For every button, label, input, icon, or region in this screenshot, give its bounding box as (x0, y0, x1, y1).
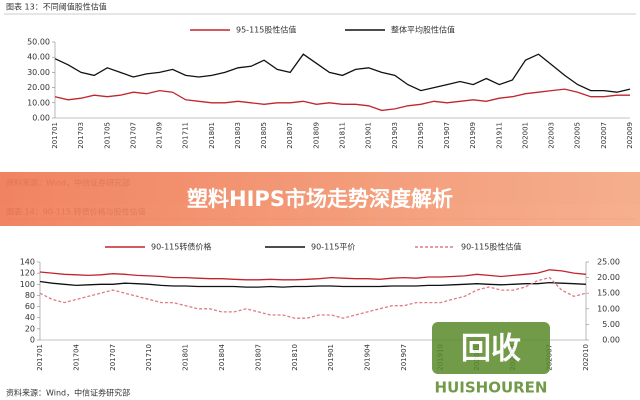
x-tick-label: 201701 (36, 344, 44, 371)
legend-label: 90-115平价 (311, 243, 355, 252)
y-tick-label: 40 (25, 313, 35, 322)
legend-label: 整体平均股性估值 (391, 25, 455, 35)
y-tick-label: 100 (20, 280, 35, 289)
y-tick-label: 80 (25, 291, 35, 300)
x-tick-label: 201803 (234, 122, 242, 149)
source-note: 资料来源：Wind，中信证券研究部 (6, 388, 130, 398)
y2-tick-label: 10.00 (597, 304, 620, 313)
y2-tick-label: 0.00 (602, 336, 620, 345)
x-tick-label: 201807 (286, 122, 294, 149)
series-line (54, 53, 631, 93)
x-tick-label: 201711 (182, 122, 190, 149)
x-tick-label: 201807 (254, 344, 262, 371)
x-tick-label: 202005 (574, 122, 582, 149)
plot-panel (0, 0, 640, 172)
x-tick-label: 201810 (291, 344, 299, 371)
watermark: 回收 HUISHOUREN (432, 322, 550, 397)
x-tick-label: 202007 (600, 122, 608, 149)
logo-text: 回收 (461, 332, 521, 367)
x-tick-label: 201707 (129, 122, 137, 149)
chart-title: 图表 13：不同阈值股性估值 (6, 2, 107, 12)
legend-label: 95-115股性估值 (236, 25, 296, 35)
y-tick-label: 120 (20, 269, 35, 278)
y-tick-label: 50.00 (27, 38, 50, 47)
y-tick-label: 30.00 (27, 68, 50, 77)
x-tick-label: 201703 (77, 122, 85, 149)
x-tick-label: 201704 (72, 343, 80, 370)
x-tick-label: 201710 (145, 344, 153, 371)
y-tick-label: 40.00 (27, 53, 50, 62)
x-tick-label: 201801 (182, 344, 190, 371)
legend-label: 90-115转债价格 (151, 242, 211, 252)
y-tick-label: 20 (25, 324, 35, 333)
x-tick-label: 201903 (391, 122, 399, 149)
y2-tick-label: 25.00 (597, 258, 620, 267)
x-tick-label: 201901 (365, 122, 373, 149)
x-tick-label: 201705 (103, 122, 111, 149)
legend-label: 90-115股性估值 (461, 242, 521, 252)
x-tick-label: 201907 (443, 122, 451, 149)
x-tick-label: 201809 (312, 122, 320, 149)
x-tick-label: 201811 (339, 122, 347, 149)
x-tick-label: 202001 (521, 122, 529, 149)
x-tick-label: 201909 (469, 122, 477, 149)
y-tick-label: 0 (30, 336, 35, 345)
x-tick-label: 201905 (417, 122, 425, 149)
x-tick-label: 202003 (548, 122, 556, 149)
series-line (39, 280, 587, 288)
x-tick-label: 201701 (51, 122, 59, 149)
x-tick-label: 202009 (626, 122, 634, 149)
y2-tick-label: 15.00 (597, 289, 620, 298)
banner (0, 172, 640, 226)
logo-box (432, 322, 550, 374)
y-tick-label: 140 (20, 258, 35, 267)
banner-title: 塑料HIPS市场走势深度解析 (187, 187, 453, 211)
x-tick-label: 201805 (260, 122, 268, 149)
x-tick-label: 201801 (208, 122, 216, 149)
x-tick-label: 201911 (495, 122, 503, 149)
x-tick-label: 201904 (364, 343, 372, 370)
x-tick-label: 202010 (582, 344, 590, 371)
x-tick-label: 201804 (218, 343, 226, 370)
y2-tick-label: 5.00 (602, 320, 620, 329)
series-line (39, 276, 587, 319)
x-tick-label: 201707 (109, 344, 117, 371)
logo-brand: HUISHOUREN (435, 379, 548, 397)
x-tick-label: 201907 (400, 344, 408, 371)
series-line (54, 88, 630, 112)
series-line (39, 269, 587, 281)
y-tick-label: 0.00 (32, 114, 50, 123)
y2-tick-label: 20.00 (597, 273, 620, 282)
y-tick-label: 20.00 (27, 83, 50, 92)
y-tick-label: 10.00 (27, 98, 50, 107)
x-tick-label: 201901 (327, 344, 335, 371)
y-tick-label: 60 (25, 302, 35, 311)
x-tick-label: 201709 (156, 122, 164, 149)
